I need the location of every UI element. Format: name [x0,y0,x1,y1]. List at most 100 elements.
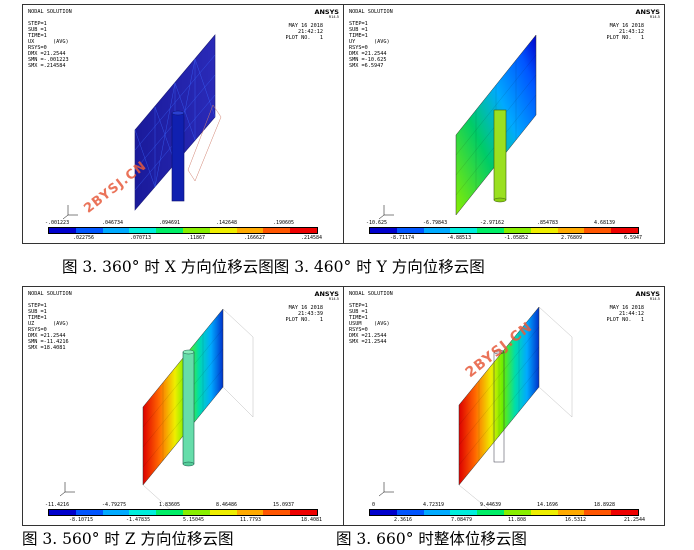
color-band-8 [557,228,585,233]
uz-contour-plot: NODAL SOLUTION STEP=1 SUB =1 TIME=1 UZ (… [22,286,344,526]
figure-caption-usum: 图 3. 660° 时整体位移云图 [336,530,527,548]
color-band-3 [423,510,451,515]
legend-label: 4.68139 [594,220,616,226]
legend-label: 4.72319 [423,502,445,508]
ansys-version: R14.5 [649,15,660,19]
solution-info: NODAL SOLUTION STEP=1 SUB =1 TIME=1 UX (… [28,9,72,69]
color-band-7 [209,510,237,515]
plot-date: MAY 16 2018 21:43:12 PLOT NO. 1 [606,23,644,41]
ansys-version: R14.5 [649,297,660,301]
figure-caption-row1: 图 3. 360° 时 X 方向位移云图图 3. 460° 时 Y 方向位移云图 [62,258,485,276]
legend-label: -6.79843 [423,220,448,226]
legend-label: 0 [372,502,376,508]
legend-label: 16.5312 [565,517,587,523]
legend-label: .190605 [273,220,295,226]
ansys-logo: ANSYS [314,8,339,16]
color-band-6 [182,510,210,515]
ux-contour-plot: NODAL SOLUTION STEP=1 SUB =1 TIME=1 UX (… [22,4,344,244]
column-body [182,351,195,465]
color-band-3 [102,510,130,515]
color-band-5 [477,510,504,515]
legend-label: .142648 [216,220,238,226]
coordinate-triad [378,482,394,497]
plot-date: MAY 16 2018 21:44:12 PLOT NO. 1 [606,305,644,323]
color-band-3 [423,228,451,233]
column-body [493,109,507,201]
color-band-6 [503,510,531,515]
figure-caption-z: 图 3. 560° 时 Z 方向位移云图 [22,530,234,548]
color-band-8 [236,228,264,233]
legend-label: 8.46486 [216,502,238,508]
solution-info: NODAL SOLUTION STEP=1 SUB =1 TIME=1 UY (… [349,9,393,69]
model-view [378,34,537,220]
ansys-version: R14.5 [328,15,339,19]
color-band-9 [263,228,291,233]
color-band-8 [236,510,264,515]
color-bar [369,509,639,516]
color-band-1 [49,228,76,233]
color-band-1 [370,228,397,233]
color-bar [48,227,318,234]
color-band-8 [557,510,585,515]
color-band-4 [129,228,157,233]
color-band-10 [611,228,638,233]
model-view [59,308,254,513]
color-band-9 [584,510,612,515]
legend-label: 2.3616 [394,517,413,523]
legend-label: 14.1696 [537,502,559,508]
color-band-9 [263,510,291,515]
legend-label: 5.15045 [183,517,205,523]
color-band-4 [129,510,157,515]
legend-label: 18.4081 [301,517,323,523]
solution-info: NODAL SOLUTION STEP=1 SUB =1 TIME=1 UZ (… [28,291,72,351]
legend-label: 21.2544 [624,517,646,523]
plot-date: MAY 16 2018 21:43:39 PLOT NO. 1 [285,305,323,323]
legend-label: 2.76809 [561,235,583,241]
legend-label: .854783 [537,220,559,226]
legend-label: -.001223 [45,220,70,226]
color-band-5 [156,228,183,233]
legend-label: 1.83605 [159,502,181,508]
legend-label: -10.625 [366,220,388,226]
legend-label: 7.08479 [451,517,473,523]
color-band-6 [503,228,531,233]
color-band-5 [156,510,183,515]
color-band-2 [75,510,103,515]
color-band-6 [182,228,210,233]
legend-label: 15.0937 [273,502,295,508]
legend-label: .070713 [130,235,152,241]
color-bar [369,227,639,234]
legend-label: 11.808 [508,517,527,523]
legend-label: -4.88513 [447,235,472,241]
legend-label: .214584 [301,235,323,241]
solution-info: NODAL SOLUTION STEP=1 SUB =1 TIME=1 USUM… [349,291,393,345]
legend-label: -2.97162 [480,220,505,226]
legend-label: 11.7793 [240,517,262,523]
coordinate-triad [62,205,78,220]
ansys-logo: ANSYS [314,290,339,298]
legend-label: .166627 [244,235,266,241]
coordinate-triad [59,482,75,497]
color-band-2 [396,510,424,515]
color-band-7 [209,228,237,233]
color-band-7 [530,228,558,233]
legend-label: 6.5947 [624,235,643,241]
legend-label: .046734 [102,220,124,226]
legend-label: -1.05852 [504,235,529,241]
color-band-4 [450,510,478,515]
color-band-10 [290,510,317,515]
color-bar [48,509,318,516]
legend-label: -8.10715 [69,517,94,523]
legend-label: -8.71174 [390,235,415,241]
usum-contour-plot: NODAL SOLUTION STEP=1 SUB =1 TIME=1 USUM… [343,286,665,526]
color-band-3 [102,228,130,233]
legend-label: -1.47835 [126,517,151,523]
column-body [171,112,185,202]
model-view [378,306,573,513]
legend-label: .022756 [73,235,95,241]
coordinate-triad [378,205,394,220]
color-band-1 [370,510,397,515]
legend-label: .11867 [187,235,206,241]
model-view [62,34,222,220]
color-band-10 [611,510,638,515]
